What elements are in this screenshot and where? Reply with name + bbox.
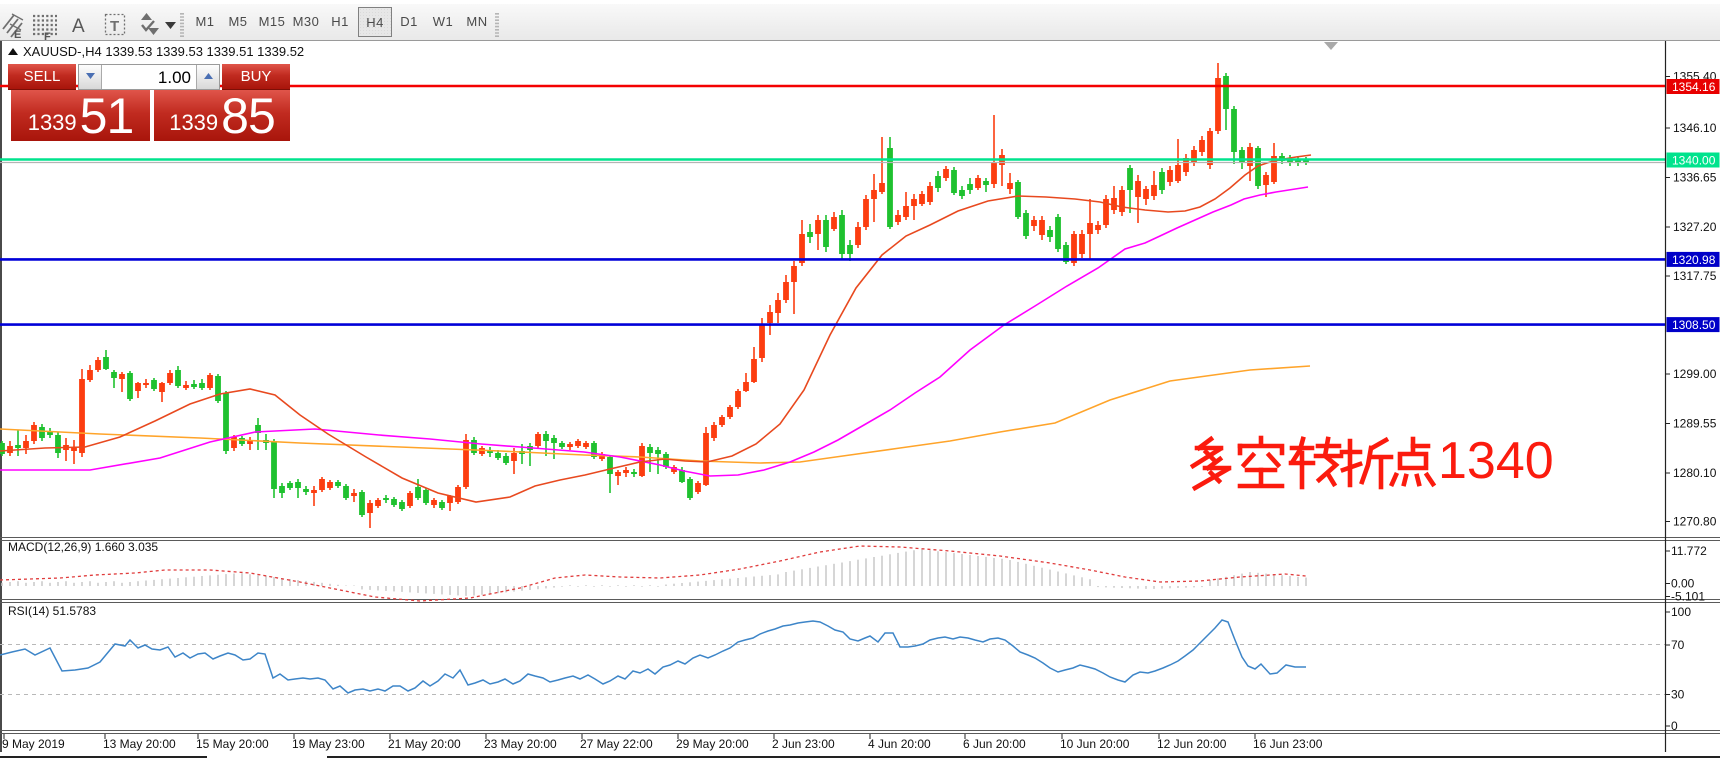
svg-text:29 May 20:00: 29 May 20:00 [676, 737, 749, 751]
svg-text:1308.50: 1308.50 [1672, 318, 1716, 332]
svg-text:4 Jun 20:00: 4 Jun 20:00 [868, 737, 931, 751]
svg-text:16 Jun 23:00: 16 Jun 23:00 [1253, 737, 1323, 751]
svg-text:1354.16: 1354.16 [1672, 80, 1716, 94]
svg-text:1327.20: 1327.20 [1673, 220, 1717, 234]
svg-text:1289.55: 1289.55 [1673, 417, 1717, 431]
svg-text:70: 70 [1671, 638, 1685, 652]
svg-text:2 Jun 23:00: 2 Jun 23:00 [772, 737, 835, 751]
svg-text:21 May 20:00: 21 May 20:00 [388, 737, 461, 751]
svg-text:15 May 20:00: 15 May 20:00 [196, 737, 269, 751]
svg-text:0: 0 [1671, 719, 1678, 733]
svg-text:1340.00: 1340.00 [1672, 154, 1716, 168]
svg-text:A: A [72, 16, 85, 37]
svg-text:12 Jun 20:00: 12 Jun 20:00 [1157, 737, 1227, 751]
svg-text:T: T [110, 18, 119, 35]
svg-text:6 Jun 20:00: 6 Jun 20:00 [963, 737, 1026, 751]
svg-text:E: E [14, 29, 21, 41]
svg-text:100: 100 [1671, 605, 1691, 619]
svg-text:9 May 2019: 9 May 2019 [2, 737, 65, 751]
svg-text:30: 30 [1671, 688, 1685, 702]
svg-text:RSI(14) 51.5783: RSI(14) 51.5783 [8, 604, 96, 618]
svg-text:-5.101: -5.101 [1671, 590, 1705, 604]
svg-text:MACD(12,26,9) 1.660 3.035: MACD(12,26,9) 1.660 3.035 [8, 540, 158, 554]
svg-text:0.00: 0.00 [1671, 577, 1695, 591]
svg-text:13 May 20:00: 13 May 20:00 [103, 737, 176, 751]
svg-text:1299.00: 1299.00 [1673, 367, 1717, 381]
svg-text:1280.10: 1280.10 [1673, 466, 1717, 480]
svg-text:1320.98: 1320.98 [1672, 253, 1716, 267]
svg-text:11.772: 11.772 [1671, 544, 1707, 558]
svg-text:27 May 22:00: 27 May 22:00 [580, 737, 653, 751]
svg-text:23 May 20:00: 23 May 20:00 [484, 737, 557, 751]
svg-text:19 May 23:00: 19 May 23:00 [292, 737, 365, 751]
svg-text:1336.65: 1336.65 [1673, 171, 1717, 185]
svg-text:1346.10: 1346.10 [1673, 121, 1717, 135]
svg-text:1270.80: 1270.80 [1673, 515, 1717, 529]
svg-text:1317.75: 1317.75 [1673, 269, 1717, 283]
svg-text:F: F [44, 31, 51, 43]
svg-text:XAUUSD-,H4 1339.53 1339.53 13: XAUUSD-,H4 1339.53 1339.53 1339.51 1339.… [23, 44, 304, 59]
svg-text:10 Jun 20:00: 10 Jun 20:00 [1060, 737, 1130, 751]
svg-text:1340: 1340 [1438, 432, 1554, 490]
